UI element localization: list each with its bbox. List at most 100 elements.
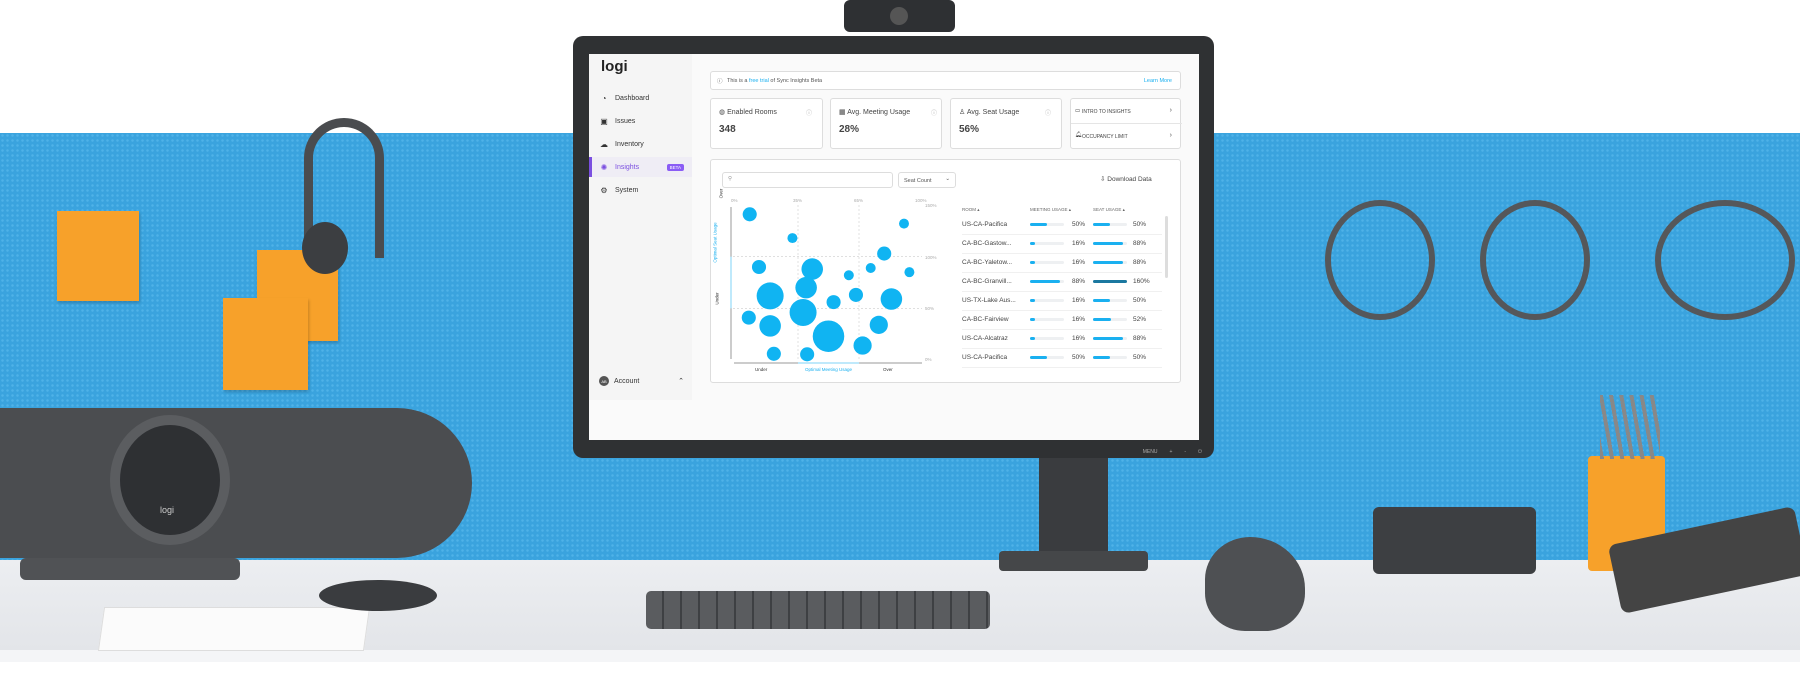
y-zone-over: Over [718,188,724,199]
seat-usage-bar [1093,223,1127,226]
card-value: 28% [839,124,860,135]
seat-usage-bar [1093,280,1127,283]
room-name: CA-BC-Fairview [962,316,1009,323]
chevron-up-icon[interactable]: ⌃ [678,378,684,385]
bubble [756,282,784,310]
info-icon: ⓘ [717,79,723,85]
intro-to-insights-link[interactable]: ▭ INTRO TO INSIGHTS › [1071,99,1182,124]
table-row[interactable]: US-TX-Lake Aus... 16% 50% [962,292,1162,311]
cable-coil [1325,200,1435,320]
column-header-meeting-usage[interactable]: MEETING USAGE ▴ [1030,207,1072,212]
meeting-usage-value: 16% [1072,297,1086,304]
y-tick-label: 100% [925,255,937,260]
sidebar-item-dashboard[interactable]: ◔ Dashboard [589,88,692,108]
x-zone-under: Under [755,367,768,372]
free-trial-link[interactable]: free trial [749,78,769,84]
monitor-minus-button[interactable]: - [1184,449,1187,455]
sidebar-item-insights[interactable]: ✺ Insights BETA [589,157,692,177]
meeting-usage-value: 88% [1072,278,1086,285]
sidebar-item-label: Issues [615,117,636,125]
conference-camera-bar [0,408,472,558]
table-row[interactable]: US-CA-Pacifica 50% 50% [962,216,1162,235]
meeting-usage-bar [1030,223,1064,226]
bubble [812,320,845,352]
bubble [853,336,872,355]
sidebar-item-label: Insights [615,163,640,171]
card-avg-meeting-usage: ▦ Avg. Meeting Usage ⓘ 28% [830,98,942,149]
search-input[interactable]: ⚲ [722,172,893,188]
card-title: ♙ Avg. Seat Usage [959,109,1020,116]
room-name: CA-BC-Yaletow... [962,259,1013,266]
seat-count-dropdown[interactable]: Seat Count ⌄ [898,172,956,188]
paper-document [97,607,371,651]
sidebar-item-system[interactable]: ⚙ System [589,180,692,200]
keyboard [646,591,990,629]
seat-usage-bar [1093,356,1127,359]
monitor-stand-neck [1039,448,1108,560]
mini-pc [1373,507,1536,574]
bubble [848,287,863,302]
download-data-button[interactable]: ⇩ Download Data [1100,176,1152,183]
room-name: CA-BC-Granvill... [962,278,1012,285]
monitor-menu-button[interactable]: MENU [1142,449,1158,455]
card-avg-seat-usage: ♙ Avg. Seat Usage ⓘ 56% [950,98,1062,149]
sidebar-item-inventory[interactable]: ☁ Inventory [589,134,692,154]
bubble [865,263,876,274]
speakerphone-puck [319,580,437,611]
y-tick-label: 150% [925,203,937,208]
beta-badge: BETA [666,163,684,171]
desk-edge [0,650,1800,662]
y-zone-optimal-bar [730,256,732,309]
info-icon[interactable]: ⓘ [930,111,937,117]
table-scrollbar[interactable] [1165,216,1168,278]
account-menu[interactable]: AB Account ⌃ [589,371,692,391]
cloud-icon: ☁ [600,139,608,149]
bell-icon: 🔔︎ [1075,132,1082,138]
seat-usage-value: 52% [1133,316,1147,323]
bubble [843,270,854,281]
room-name: US-CA-Alcatraz [962,335,1008,342]
power-icon[interactable]: ⏻ [1198,449,1202,455]
card-enabled-rooms: ◍ Enabled Rooms ⓘ 348 [710,98,823,149]
download-icon: ⇩ [1100,176,1108,183]
webcam-lens [890,7,908,25]
column-header-seat-usage[interactable]: SEAT USAGE ▴ [1093,207,1125,212]
seat-usage-value: 50% [1133,354,1147,361]
monitor-plus-button[interactable]: + [1169,449,1173,455]
card-value: 56% [959,124,980,135]
table-row[interactable]: CA-BC-Gastow... 16% 88% [962,235,1162,254]
bubble [751,259,767,275]
seat-usage-bar [1093,337,1127,340]
seat-usage-value: 160% [1133,278,1150,285]
trial-banner: ⓘ This is a free trial of Sync Insights … [710,71,1181,90]
lightbulb-icon: ✺ [600,162,608,172]
meeting-usage-bar [1030,299,1064,302]
sidebar-item-issues[interactable]: ▣ Issues [589,111,692,131]
calendar-icon: ▦ [839,109,848,116]
learn-more-link[interactable]: Learn More [1143,78,1172,84]
bubble [877,246,892,261]
meeting-usage-value: 16% [1072,335,1086,342]
meeting-usage-bar [1030,318,1064,321]
insights-panel [710,159,1181,383]
table-row[interactable]: CA-BC-Yaletow... 16% 88% [962,254,1162,273]
webcam [844,0,955,32]
x-tick-label: 35% [793,198,803,203]
x-tick-label: 0% [731,198,738,203]
info-icon[interactable]: ⓘ [1044,111,1051,117]
table-row[interactable]: CA-BC-Granvill... 88% 160% [962,273,1162,292]
card-value: 348 [719,124,736,135]
headset-earcup [302,222,348,274]
column-header-room[interactable]: ROOM ▴ [962,207,980,212]
info-icon[interactable]: ⓘ [805,111,812,117]
sidebar-item-label: System [615,186,639,194]
table-row[interactable]: US-CA-Alcatraz 16% 88% [962,330,1162,349]
table-row[interactable]: US-CA-Pacifica 50% 50% [962,349,1162,368]
chevron-down-icon: ⌄ [945,176,950,182]
bubble [789,298,817,326]
seat-usage-value: 88% [1133,335,1147,342]
occupancy-limit-link[interactable]: 🔔︎ OCCUPANCY LIMIT › [1075,132,1172,140]
sticky-note [57,211,139,301]
bubble [741,310,756,325]
table-row[interactable]: CA-BC-Fairview 16% 52% [962,311,1162,330]
